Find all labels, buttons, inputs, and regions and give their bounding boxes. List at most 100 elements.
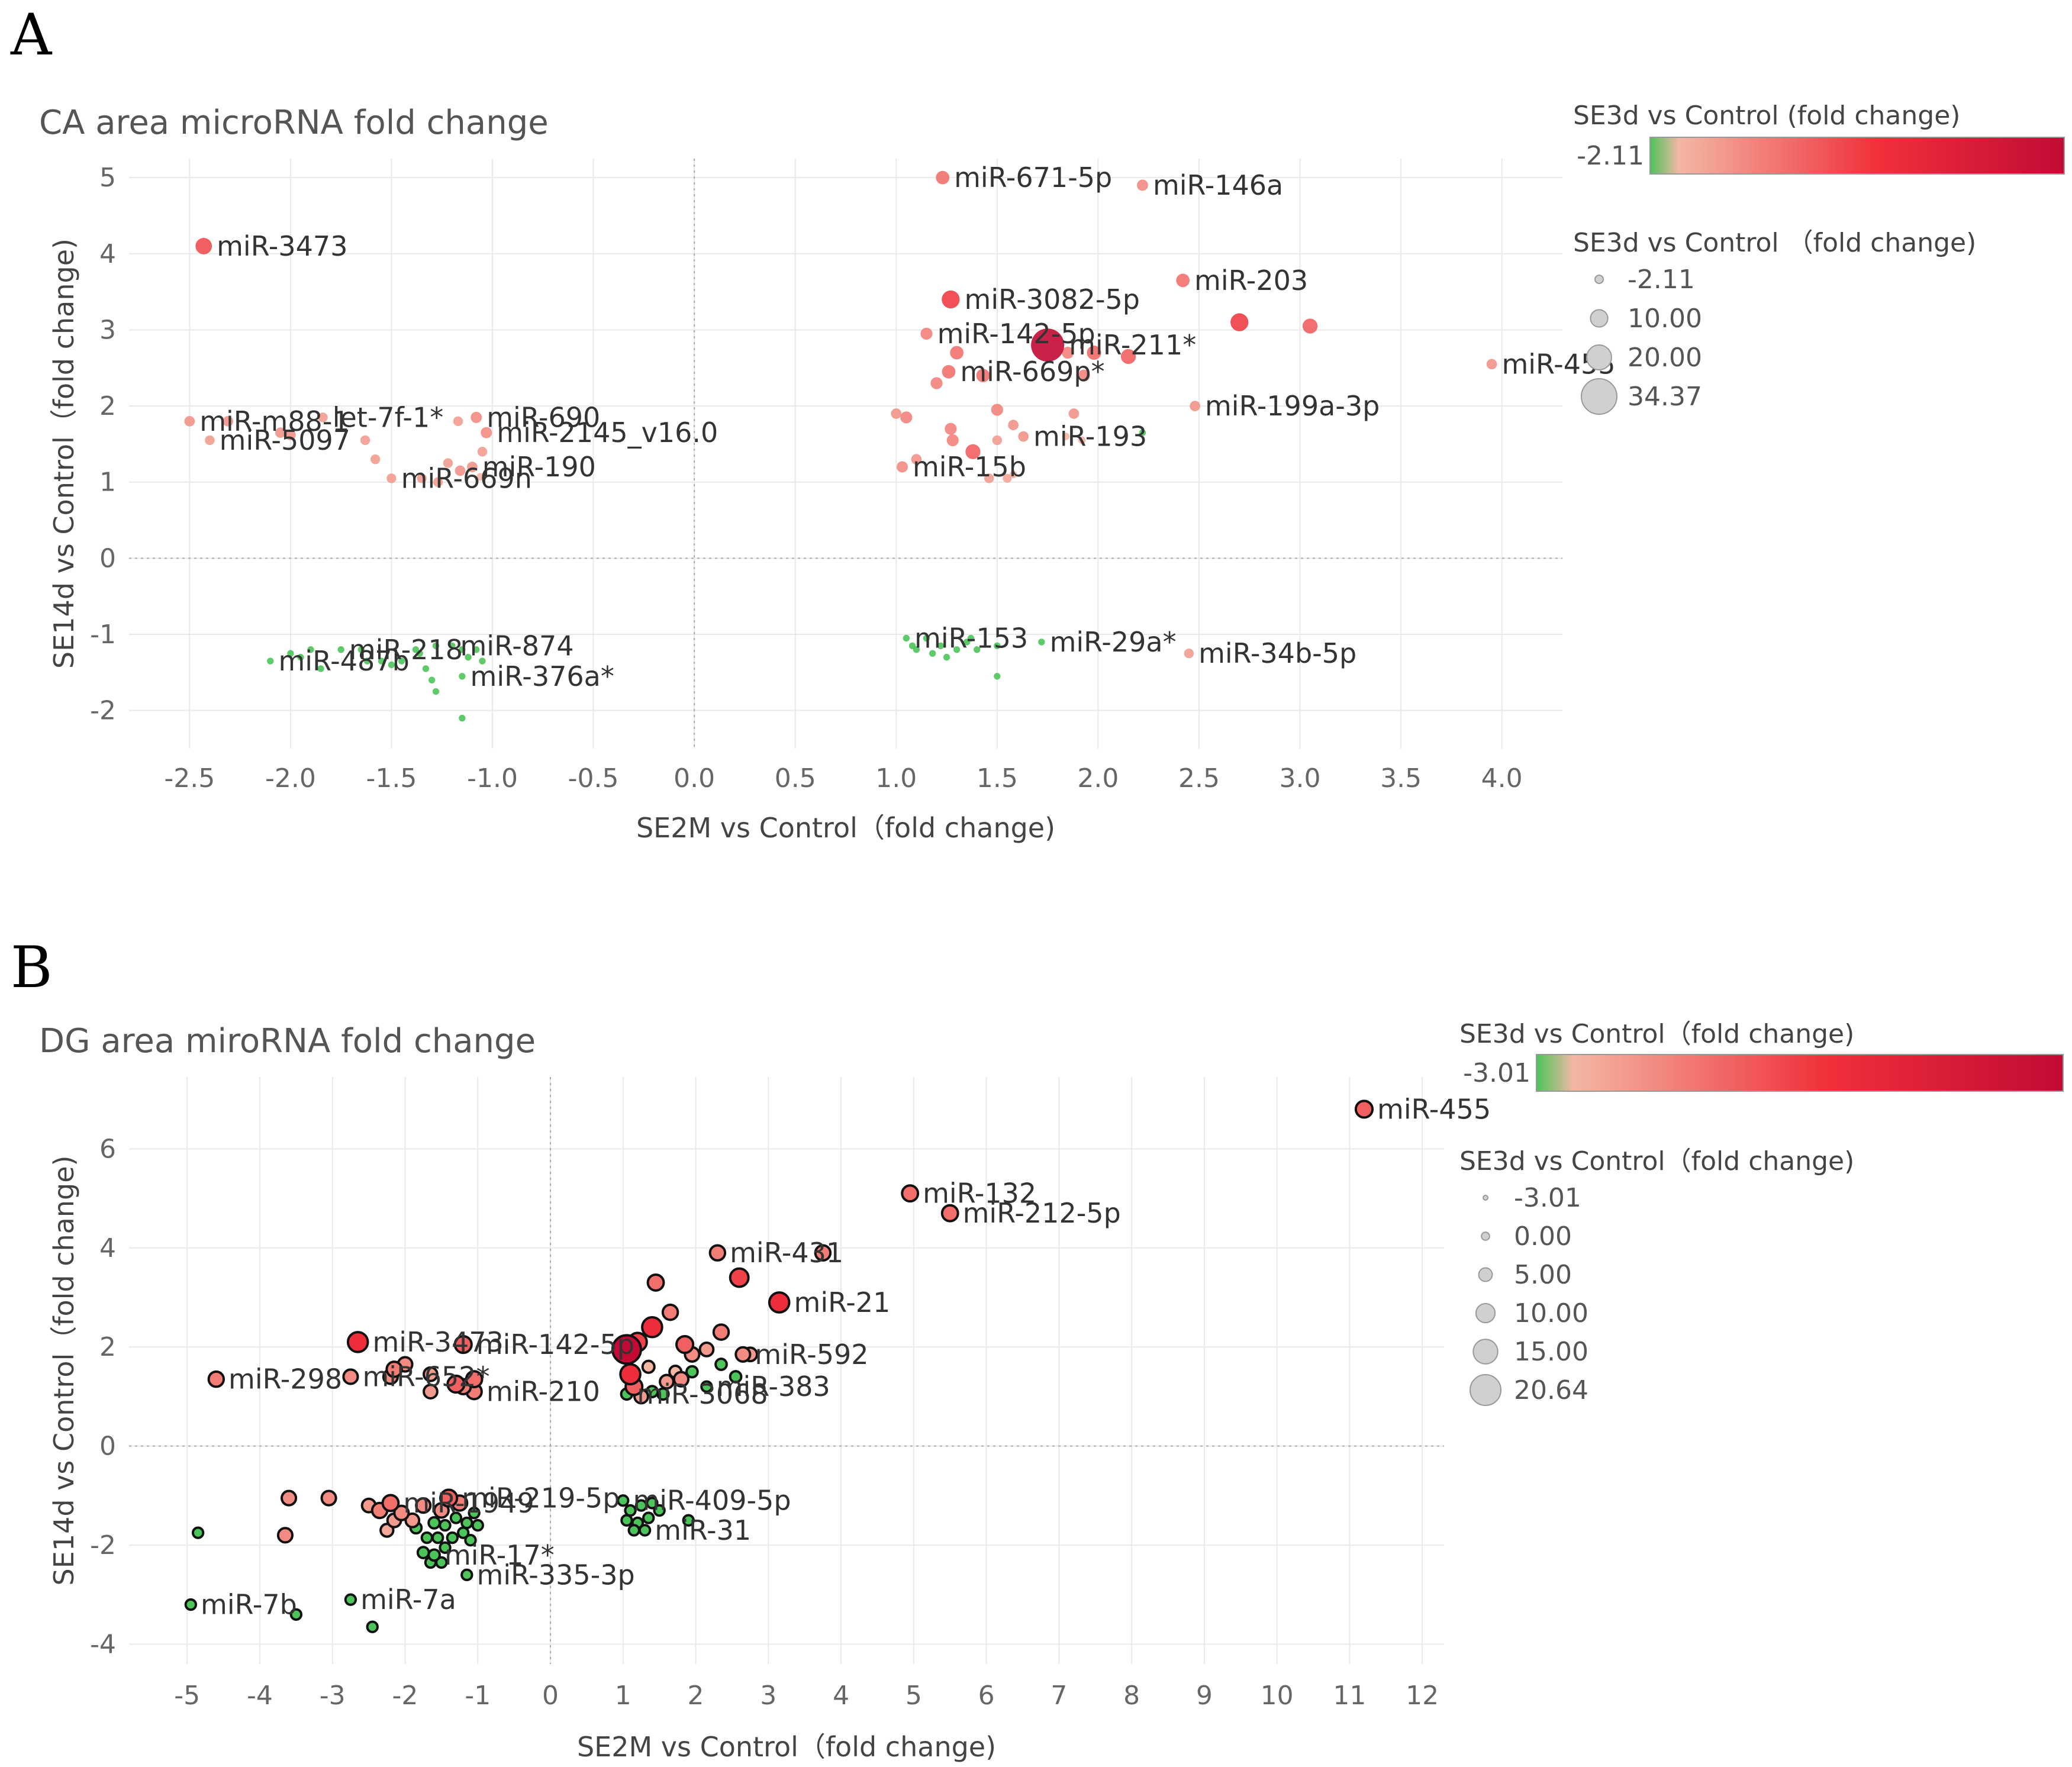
data-point: [1003, 473, 1012, 483]
data-point: [205, 435, 215, 446]
data-point: [700, 1380, 713, 1393]
point-label: miR-874: [460, 630, 574, 662]
y-axis-label: SE14d vs Control（fold change): [48, 238, 80, 669]
data-point: [942, 290, 960, 309]
size-legend-label: 20.64: [1514, 1375, 1588, 1405]
chart-title: CA area microRNA fold change: [39, 104, 549, 142]
point-label: miR-199a-3p: [1205, 390, 1380, 422]
y-tick-label: 0: [99, 543, 116, 573]
point-label: let-7f-1*: [333, 401, 444, 433]
data-point: [994, 673, 1001, 680]
point-label: miR-690: [486, 401, 600, 433]
data-point: [471, 1518, 484, 1532]
data-point: [276, 1527, 294, 1544]
size-legend-circle: [1481, 1231, 1490, 1241]
data-point: [184, 415, 195, 427]
y-tick-label: 3: [99, 315, 116, 345]
x-tick-label: -2.5: [164, 763, 215, 794]
point-label: miR-431: [730, 1237, 843, 1269]
point-label: miR-3082-5p: [965, 283, 1140, 315]
data-point: [708, 1244, 727, 1262]
x-tick-label: 2.0: [1077, 763, 1119, 794]
data-point: [337, 646, 344, 653]
x-tick-label: -3: [320, 1681, 346, 1711]
size-legend-circle: [1590, 309, 1609, 328]
data-point: [940, 1204, 959, 1223]
x-tick-label: 1: [615, 1681, 631, 1711]
size-legend-label: 34.37: [1628, 382, 1702, 412]
point-label: miR-m88-1: [199, 405, 350, 437]
data-point: [729, 1267, 750, 1288]
data-point: [398, 657, 405, 665]
data-point: [936, 170, 950, 185]
data-point: [1302, 318, 1318, 334]
data-point: [991, 404, 1003, 416]
data-point: [363, 657, 371, 665]
data-point: [642, 1511, 655, 1524]
point-label: miR-153: [914, 622, 1028, 654]
x-tick-label: 3.0: [1280, 763, 1321, 794]
data-point: [344, 1593, 357, 1606]
point-label: miR-671-5p: [954, 162, 1112, 194]
size-legend-circle: [1483, 1195, 1488, 1201]
x-tick-label: -1.0: [467, 763, 518, 794]
data-point: [897, 461, 908, 473]
point-label: miR-21: [794, 1286, 891, 1318]
data-point: [920, 327, 933, 340]
y-tick-label: 6: [99, 1134, 116, 1164]
point-label: miR-146a: [1153, 169, 1283, 201]
point-label: miR-17*: [444, 1539, 555, 1571]
x-tick-label: 4: [833, 1681, 849, 1711]
point-label: miR-218: [349, 634, 463, 666]
size-legend-label: 5.00: [1514, 1260, 1572, 1290]
x-tick-label: 7: [1050, 1681, 1067, 1711]
size-legend-circle: [1586, 344, 1612, 370]
data-point: [913, 646, 920, 653]
point-label: miR-335-3p: [477, 1559, 635, 1591]
data-point: [446, 1531, 459, 1544]
data-point: [435, 1556, 448, 1569]
data-point: [386, 473, 397, 483]
y-tick-label: 5: [99, 163, 116, 193]
panel-a-letter: A: [10, 2, 53, 68]
x-tick-label: 10: [1261, 1681, 1294, 1711]
data-point: [360, 435, 370, 446]
data-point: [191, 1526, 205, 1539]
data-point: [453, 1334, 473, 1355]
size-legend-label: 20.00: [1628, 343, 1702, 373]
data-point: [729, 1370, 743, 1384]
panel-b-letter: B: [11, 934, 53, 1001]
x-axis-label: SE2M vs Control（fold change): [636, 812, 1055, 844]
point-label: miR-212-5p: [963, 1197, 1121, 1229]
data-point: [950, 346, 964, 360]
data-point: [459, 646, 466, 653]
x-tick-label: -5: [174, 1681, 200, 1711]
data-point: [460, 1568, 473, 1581]
data-point: [698, 1342, 715, 1358]
point-label: miR-652*: [362, 1360, 489, 1392]
x-tick-label: -1.5: [366, 763, 417, 794]
data-point: [465, 1370, 484, 1389]
data-point: [653, 1504, 666, 1517]
data-point: [320, 1489, 337, 1507]
point-label: miR-669n: [401, 462, 532, 494]
data-point: [297, 653, 304, 661]
data-point: [207, 1370, 225, 1388]
point-label: miR-455: [1377, 1093, 1491, 1125]
point-label: miR-211*: [1069, 329, 1196, 361]
data-point: [1139, 429, 1146, 436]
data-point: [366, 1620, 379, 1633]
data-point: [930, 377, 943, 389]
point-label: miR-15b: [913, 451, 1026, 483]
data-point: [443, 458, 453, 468]
size-legend-circle: [1472, 1339, 1499, 1365]
point-label: miR-1949: [403, 1487, 534, 1519]
data-point: [911, 454, 922, 465]
data-point: [953, 646, 961, 653]
data-point: [428, 676, 436, 683]
data-point: [223, 415, 234, 427]
x-tick-label: 2.5: [1178, 763, 1220, 794]
data-point: [1068, 408, 1079, 419]
data-point: [427, 1548, 441, 1562]
